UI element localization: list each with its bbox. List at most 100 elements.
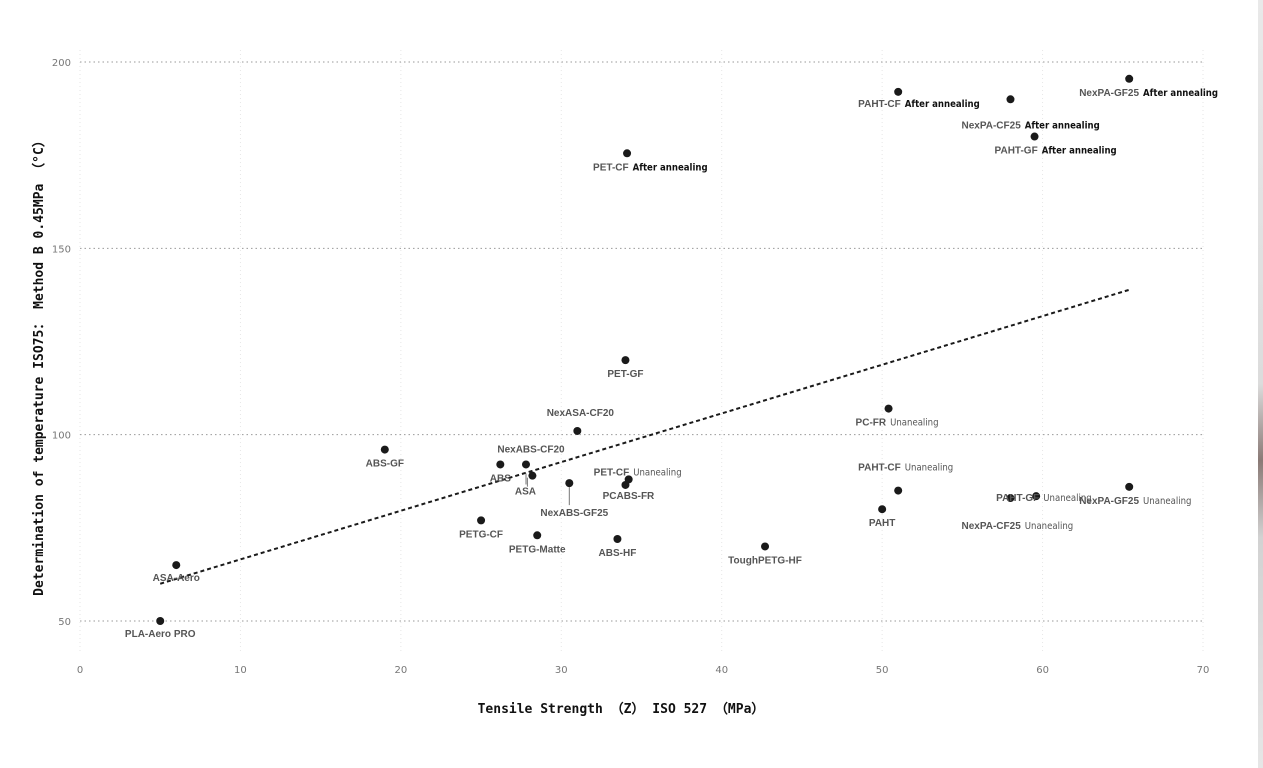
data-label: PAHT-GF After annealing [995, 146, 1117, 157]
data-label-condition: Unanealing [1043, 493, 1091, 504]
data-label-name: ToughPETG-HF [728, 555, 802, 566]
data-label: ABS-HF [599, 548, 637, 559]
data-point [1006, 494, 1015, 503]
x-tick-label: 30 [555, 665, 568, 676]
data-label-name: PAHT [869, 518, 895, 529]
data-label-name: PET-GF [607, 369, 643, 380]
data-point [621, 480, 630, 489]
y-tick-label: 100 [52, 431, 71, 442]
data-label-name: PET-CF [593, 162, 629, 173]
data-point [878, 505, 887, 514]
data-label-name: ASA-Aero [153, 573, 200, 584]
data-label: PETG-Matte [509, 544, 566, 555]
x-axis-title: Tensile Strength （Z） ISO 527 （MPa） [478, 701, 765, 717]
data-point [573, 426, 582, 435]
data-point [528, 471, 537, 480]
data-point [172, 561, 181, 570]
data-label-condition: After annealing [1025, 120, 1100, 131]
data-label: NexPA-GF25 Unanealing [1079, 496, 1191, 507]
window-edge [1258, 0, 1263, 768]
data-point [894, 87, 903, 96]
data-label-name: NexABS-GF25 [540, 508, 608, 519]
data-label-name: PET-CF [594, 467, 630, 478]
data-label: ToughPETG-HF [728, 555, 802, 566]
data-point [521, 460, 530, 469]
data-label-name: NexPA-GF25 [1079, 496, 1139, 507]
grid [79, 50, 1204, 652]
data-label: PAHT [869, 518, 895, 529]
data-label-name: NexPA-CF25 [961, 521, 1021, 532]
x-tick-label: 60 [1036, 665, 1049, 676]
data-label-condition: Unanealing [890, 418, 938, 429]
data-label-name: PETG-Matte [509, 544, 566, 555]
data-point [1032, 492, 1041, 501]
data-point [533, 531, 542, 540]
data-labels: PLA-Aero PRO ASA-Aero ABS-GF ABS NexABS-CF20… [125, 88, 1218, 640]
data-label: ABS [490, 473, 511, 484]
data-point [565, 479, 574, 488]
data-point [623, 149, 632, 158]
data-point [496, 460, 505, 469]
data-label: PAHT-GF Unanealing [996, 493, 1092, 504]
data-point [156, 617, 165, 625]
data-label-condition: After annealing [1042, 146, 1117, 157]
data-label-name: PAHT-GF [995, 146, 1038, 157]
y-tick-label: 150 [52, 244, 71, 255]
data-label: PLA-Aero PRO [125, 629, 196, 640]
data-label: PET-CF After annealing [593, 162, 708, 173]
data-label: ASA [515, 487, 536, 498]
y-tick-label: 200 [52, 58, 71, 69]
x-tick-label: 40 [715, 665, 728, 676]
data-label-name: PETG-CF [459, 529, 503, 540]
data-point [1006, 95, 1015, 104]
data-point [884, 404, 893, 413]
data-point [1125, 74, 1134, 83]
data-point [380, 445, 389, 454]
data-point [613, 535, 622, 544]
data-label-condition: Unanealing [905, 463, 953, 474]
data-point [621, 356, 630, 365]
data-label: NexABS-GF25 [540, 508, 608, 519]
data-point [1125, 482, 1134, 491]
data-label: NexPA-CF25 Unanealing [961, 521, 1073, 532]
x-tick-label: 0 [77, 665, 83, 676]
leader-lines [525, 473, 570, 506]
data-label-name: PAHT-CF [858, 99, 901, 110]
trendline-group [159, 288, 1132, 585]
data-label-name: PAHT-CF [858, 463, 901, 474]
data-label-condition: Unanealing [1143, 496, 1191, 507]
trendline [159, 288, 1132, 585]
data-label-condition: Unanealing [633, 467, 681, 478]
x-tick-label: 50 [876, 665, 889, 676]
data-label-name: ABS [490, 473, 511, 484]
data-label: PET-GF [607, 369, 643, 380]
x-tick-label: 20 [394, 665, 407, 676]
data-label: PC-FR Unanealing [856, 418, 939, 429]
data-label: PAHT-CF Unanealing [858, 463, 953, 474]
data-label-name: PLA-Aero PRO [125, 629, 196, 640]
data-label-name: ASA [515, 487, 536, 498]
data-point [761, 542, 770, 551]
data-label: NexPA-CF25 After annealing [961, 120, 1099, 131]
data-label: ABS-GF [366, 459, 404, 470]
y-axis-title: Determination of temperature ISO75： Meth… [31, 134, 47, 596]
data-label-name: ABS-GF [366, 459, 404, 470]
x-tick-label: 70 [1197, 665, 1210, 676]
data-label-condition: Unanealing [1025, 521, 1073, 532]
data-label-name: PCABS-FR [603, 491, 655, 502]
x-tick-label: 10 [234, 665, 247, 676]
data-label: NexPA-GF25 After annealing [1079, 88, 1218, 99]
data-label: PETG-CF [459, 529, 503, 540]
data-label: PCABS-FR [603, 491, 655, 502]
data-label: NexASA-CF20 [547, 408, 615, 419]
data-label: ASA-Aero [153, 573, 200, 584]
data-point [1030, 132, 1039, 141]
data-label-name: PC-FR [856, 418, 887, 429]
data-label: PET-CF Unanealing [594, 467, 682, 478]
data-label: NexABS-CF20 [497, 444, 565, 455]
data-label-condition: After annealing [905, 99, 980, 110]
data-label-name: ABS-HF [599, 548, 637, 559]
data-label-name: NexPA-CF25 [961, 120, 1021, 131]
y-tick-label: 50 [58, 617, 71, 628]
